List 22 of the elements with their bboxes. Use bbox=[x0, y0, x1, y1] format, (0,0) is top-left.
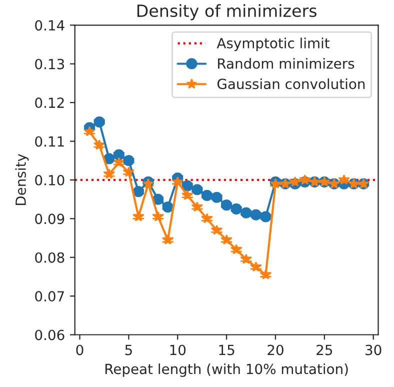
y-tick-label: 0.11 bbox=[35, 136, 64, 147]
x-tick-label: 15 bbox=[219, 344, 234, 356]
legend-label: Asymptotic limit bbox=[216, 38, 330, 52]
y-axis-title: Density bbox=[15, 154, 29, 205]
x-tick-label: 5 bbox=[125, 344, 132, 356]
x-tick-label: 20 bbox=[268, 344, 284, 356]
x-tick-label: 30 bbox=[366, 344, 382, 356]
x-axis-title: Repeat length (with 10% mutation) bbox=[105, 363, 348, 377]
y-tick-label: 0.09 bbox=[35, 214, 64, 224]
y-tick-label: 0.14 bbox=[35, 20, 64, 31]
y-tick-label: 0.13 bbox=[35, 58, 64, 70]
legend-label: Gaussian convolution bbox=[217, 78, 365, 90]
chart-title: Density of minimizers bbox=[137, 4, 316, 20]
x-tick-label: 25 bbox=[316, 344, 332, 356]
y-tick-label: 0.08 bbox=[35, 252, 64, 263]
y-tick-label: 0.07 bbox=[35, 291, 64, 302]
x-tick-label: 0 bbox=[76, 344, 84, 356]
y-tick-label: 0.06 bbox=[35, 330, 64, 340]
y-tick-label: 0.10 bbox=[35, 174, 64, 186]
x-tick-label: 10 bbox=[170, 344, 186, 356]
y-tick-label: 0.12 bbox=[35, 98, 64, 108]
legend-label: Random minimizers bbox=[218, 58, 354, 69]
